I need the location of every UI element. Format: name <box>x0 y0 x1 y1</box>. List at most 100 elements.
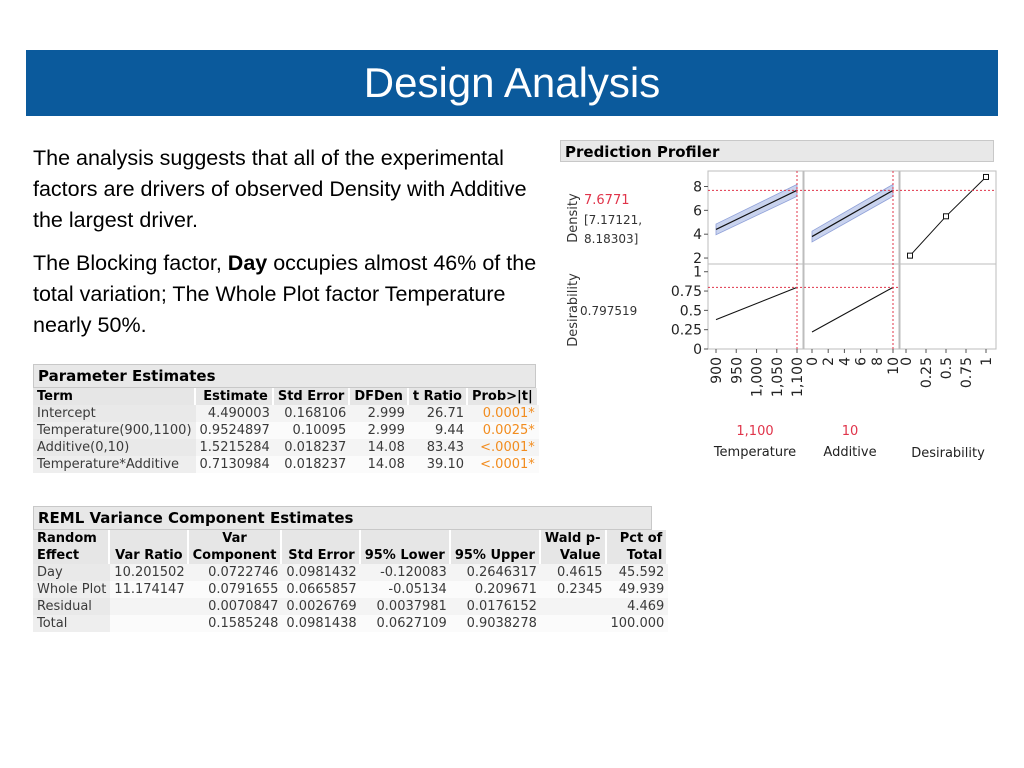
table-cell-estimate: 1.5215284 <box>195 439 274 456</box>
paragraph-2-end: occupies almost 46% of the total variati… <box>33 251 537 337</box>
additive-tick-label: 0 <box>805 357 821 366</box>
desirability-value: 0.797519 <box>580 304 637 318</box>
table-cell-dfden: 14.08 <box>350 456 409 473</box>
table-cell-effect: Residual <box>33 598 111 615</box>
desirability-tick-label: 0.25 <box>671 323 702 339</box>
table-cell-term: Additive(0,10) <box>33 439 196 456</box>
desirability-tick-label: 0.5 <box>680 303 702 319</box>
temperature-tick-label: 1,100 <box>790 357 806 397</box>
reml-header[interactable]: REML Variance Component Estimates <box>33 506 652 530</box>
table-cell-estimate: 0.7130984 <box>195 456 274 473</box>
desirability-temperature-line <box>715 286 798 321</box>
desirability-handle <box>983 173 989 180</box>
desirability-tick-label: 0.75 <box>671 284 702 300</box>
profiler-panel <box>899 263 997 350</box>
parameter-estimates-header[interactable]: Parameter Estimates <box>33 364 536 388</box>
column-header[interactable]: Std Error <box>273 388 351 405</box>
temperature-tick-label: 1,000 <box>750 357 766 397</box>
column-header[interactable]: Estimate <box>195 388 274 405</box>
table-row: Temperature*Additive 0.7130984 0.018237 14.… <box>33 456 539 473</box>
column-header[interactable]: DFDen <box>350 388 409 405</box>
density-axis-label: Density <box>566 193 581 243</box>
table-cell-se: 0.168106 <box>273 405 351 422</box>
column-header[interactable]: 95% Upper <box>450 547 541 564</box>
table-row: Intercept 4.490003 0.168106 2.999 26.71 0.000… <box>33 405 539 422</box>
table-cell-dfden: 2.999 <box>350 405 409 422</box>
table-cell-lower: -0.120083 <box>360 564 451 581</box>
table-header-row: Term Estimate Std Error DFDen t Ratio Prob>|t… <box>33 388 539 405</box>
table-cell-lower: 0.0627109 <box>360 615 451 632</box>
desirability-x-axis-label: Desirability <box>911 446 985 461</box>
table-header-row-top: Random Var Wald p- Pct of <box>33 530 669 547</box>
table-cell-ratio <box>110 598 189 615</box>
table-header-row-bottom: Effect Var Ratio Component Std Error 95% Low… <box>33 547 669 564</box>
temperature-current-value: 1,100 <box>736 424 773 439</box>
table-cell-dfden: 2.999 <box>350 422 409 439</box>
table-cell-upper: 0.209671 <box>450 581 541 598</box>
density-ci-low: [7.17121, <box>584 213 642 227</box>
profiler-panel <box>707 170 804 265</box>
reml-table: Random Var Wald p- Pct of Effect Var Ratio Co… <box>33 530 669 632</box>
table-cell-comp: 0.0722746 <box>188 564 283 581</box>
column-header[interactable]: t Ratio <box>408 388 468 405</box>
additive-tick-label: 6 <box>854 357 870 366</box>
column-header[interactable]: Effect <box>33 547 111 564</box>
table-cell-term: Temperature(900,1100) <box>33 422 196 439</box>
density-value: 7.6771 <box>584 193 630 208</box>
desirability-additive-line <box>811 286 894 333</box>
desirability-x-tick-label: 1 <box>979 357 995 366</box>
table-cell-p: <.0001* <box>467 456 539 473</box>
table-cell-se: 0.0665857 <box>282 581 361 598</box>
table-cell-comp: 0.1585248 <box>188 615 283 632</box>
table-cell-ratio <box>110 615 189 632</box>
table-cell-effect: Day <box>33 564 111 581</box>
column-header[interactable]: 95% Lower <box>360 547 451 564</box>
column-header-top: Var <box>188 530 283 547</box>
column-header[interactable]: Std Error <box>282 547 361 564</box>
table-row: Residual 0.0070847 0.0026769 0.0037981 0.017… <box>33 598 669 615</box>
temperature-tick-label: 1,050 <box>770 357 786 397</box>
column-header[interactable]: Term <box>33 388 196 405</box>
desirability-x-tick-label: 0 <box>899 357 915 366</box>
table-row: Whole Plot 11.174147 0.0791655 0.0665857 -0.… <box>33 581 669 598</box>
paragraph-2-start: The Blocking factor, <box>33 251 228 275</box>
column-header[interactable]: Var Ratio <box>110 547 189 564</box>
title-bar: Design Analysis <box>26 50 998 116</box>
table-cell-pct: 45.592 <box>606 564 669 581</box>
prediction-profiler-header[interactable]: Prediction Profiler <box>560 140 994 162</box>
density-additive-line <box>811 189 894 238</box>
column-header-top <box>450 530 541 547</box>
density-ci-high: 8.18303] <box>584 232 638 246</box>
table-row: Day 10.201502 0.0722746 0.0981432 -0.120083 0… <box>33 564 669 581</box>
desirability-x-tick-label: 0.75 <box>959 357 975 388</box>
density-tick-label: 8 <box>693 180 702 196</box>
table-cell-comp: 0.0070847 <box>188 598 283 615</box>
column-header[interactable]: Prob>|t| <box>467 388 539 405</box>
density-tick-label: 6 <box>693 203 702 219</box>
table-cell-t: 9.44 <box>408 422 468 439</box>
paragraph-2-bold: Day <box>227 251 268 275</box>
table-cell-se: 0.018237 <box>273 456 351 473</box>
paragraph-2: The Blocking factor, Day occupies almost… <box>33 248 553 341</box>
profiler-panel <box>803 263 900 350</box>
prediction-profiler: Prediction Profiler Density Desirability 7… <box>558 140 998 470</box>
column-header[interactable]: Total <box>606 547 669 564</box>
column-header[interactable]: Value <box>540 547 607 564</box>
density-tick-label: 4 <box>693 227 702 243</box>
table-cell-p: 0.0025* <box>467 422 539 439</box>
table-cell-dfden: 14.08 <box>350 439 409 456</box>
table-cell-comp: 0.0791655 <box>188 581 283 598</box>
additive-axis-label: Additive <box>823 445 876 460</box>
reml-panel: REML Variance Component Estimates Random… <box>33 506 669 632</box>
parameter-estimates-panel: Parameter Estimates Term Estimate Std Erro… <box>33 364 539 473</box>
column-header[interactable]: Component <box>188 547 283 564</box>
column-header-top <box>360 530 451 547</box>
table-cell-t: 83.43 <box>408 439 468 456</box>
body-text: The analysis suggests that all of the ex… <box>33 143 553 353</box>
table-cell-se: 0.0026769 <box>282 598 361 615</box>
column-header-top <box>282 530 361 547</box>
additive-tick-label: 10 <box>886 357 902 375</box>
table-cell-pct: 100.000 <box>606 615 669 632</box>
temperature-tick-label: 900 <box>709 357 725 384</box>
table-cell-wald: 0.2345 <box>540 581 607 598</box>
